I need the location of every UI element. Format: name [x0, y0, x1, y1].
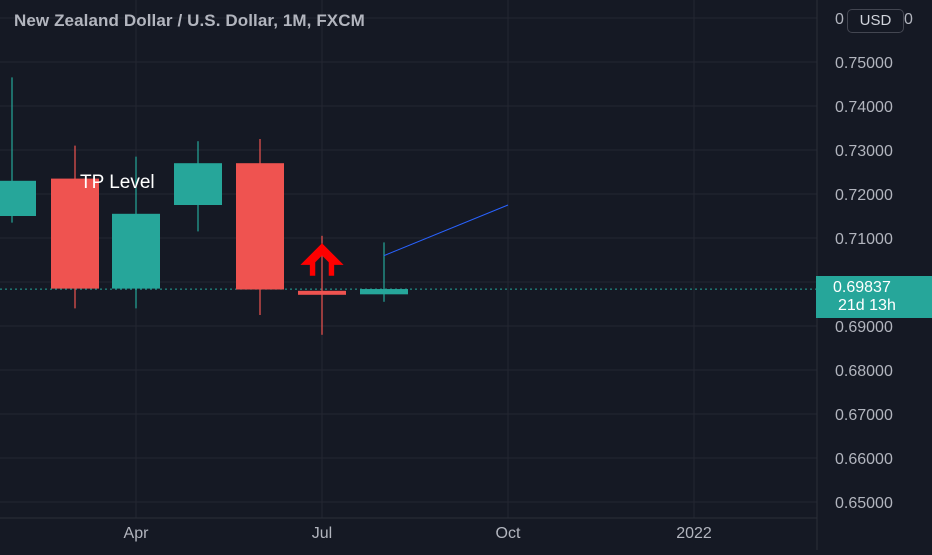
candle-body: [298, 290, 346, 295]
last-price-tag: 0.69837 21d 13h: [816, 276, 932, 318]
price-tick-label: 0: [835, 11, 844, 28]
candle[interactable]: [0, 77, 36, 223]
candle[interactable]: [360, 242, 408, 302]
price-axis[interactable]: 0.750000.740000.730000.720000.710000.700…: [835, 11, 913, 512]
time-tick-label: 2022: [676, 525, 712, 542]
price-tick-label: 0.68000: [835, 363, 893, 380]
time-tick-label: Oct: [496, 525, 521, 542]
price-tick-label: 0.67000: [835, 407, 893, 424]
tp-level-label[interactable]: TP Level: [80, 172, 155, 193]
price-tick-label: 0.71000: [835, 231, 893, 248]
symbol-title[interactable]: New Zealand Dollar / U.S. Dollar, 1M, FX…: [14, 11, 365, 30]
price-tick-label: 0: [904, 11, 913, 28]
candles[interactable]: [0, 77, 408, 335]
trend-line[interactable]: [383, 204, 509, 257]
candle[interactable]: [51, 145, 99, 309]
price-tick-label: 0.73000: [835, 143, 893, 160]
time-tick-label: Jul: [312, 525, 332, 542]
candle[interactable]: [236, 139, 284, 315]
candle-body: [112, 213, 160, 289]
candle-body: [360, 289, 408, 295]
candle-body: [236, 163, 284, 290]
up-arrow-marker[interactable]: [300, 243, 344, 276]
candle-body: [51, 178, 99, 289]
candle-body: [0, 180, 36, 216]
candle[interactable]: [112, 156, 160, 309]
price-tick-label: 0.65000: [835, 495, 893, 512]
time-tick-label: Apr: [124, 525, 150, 542]
price-tick-label: 0.66000: [835, 451, 893, 468]
price-tick-label: 0.75000: [835, 55, 893, 72]
time-axis[interactable]: Apr Jul Oct 2022: [124, 525, 712, 542]
price-tick-label: 0.74000: [835, 99, 893, 116]
candle-body: [174, 163, 222, 205]
candle[interactable]: [174, 141, 222, 232]
currency-button[interactable]: USD: [847, 9, 904, 33]
last-price-value: 0.69837: [833, 279, 891, 296]
price-tick-label: 0.72000: [835, 187, 893, 204]
price-tick-label: 0.69000: [835, 319, 893, 336]
bar-countdown: 21d 13h: [838, 297, 896, 314]
